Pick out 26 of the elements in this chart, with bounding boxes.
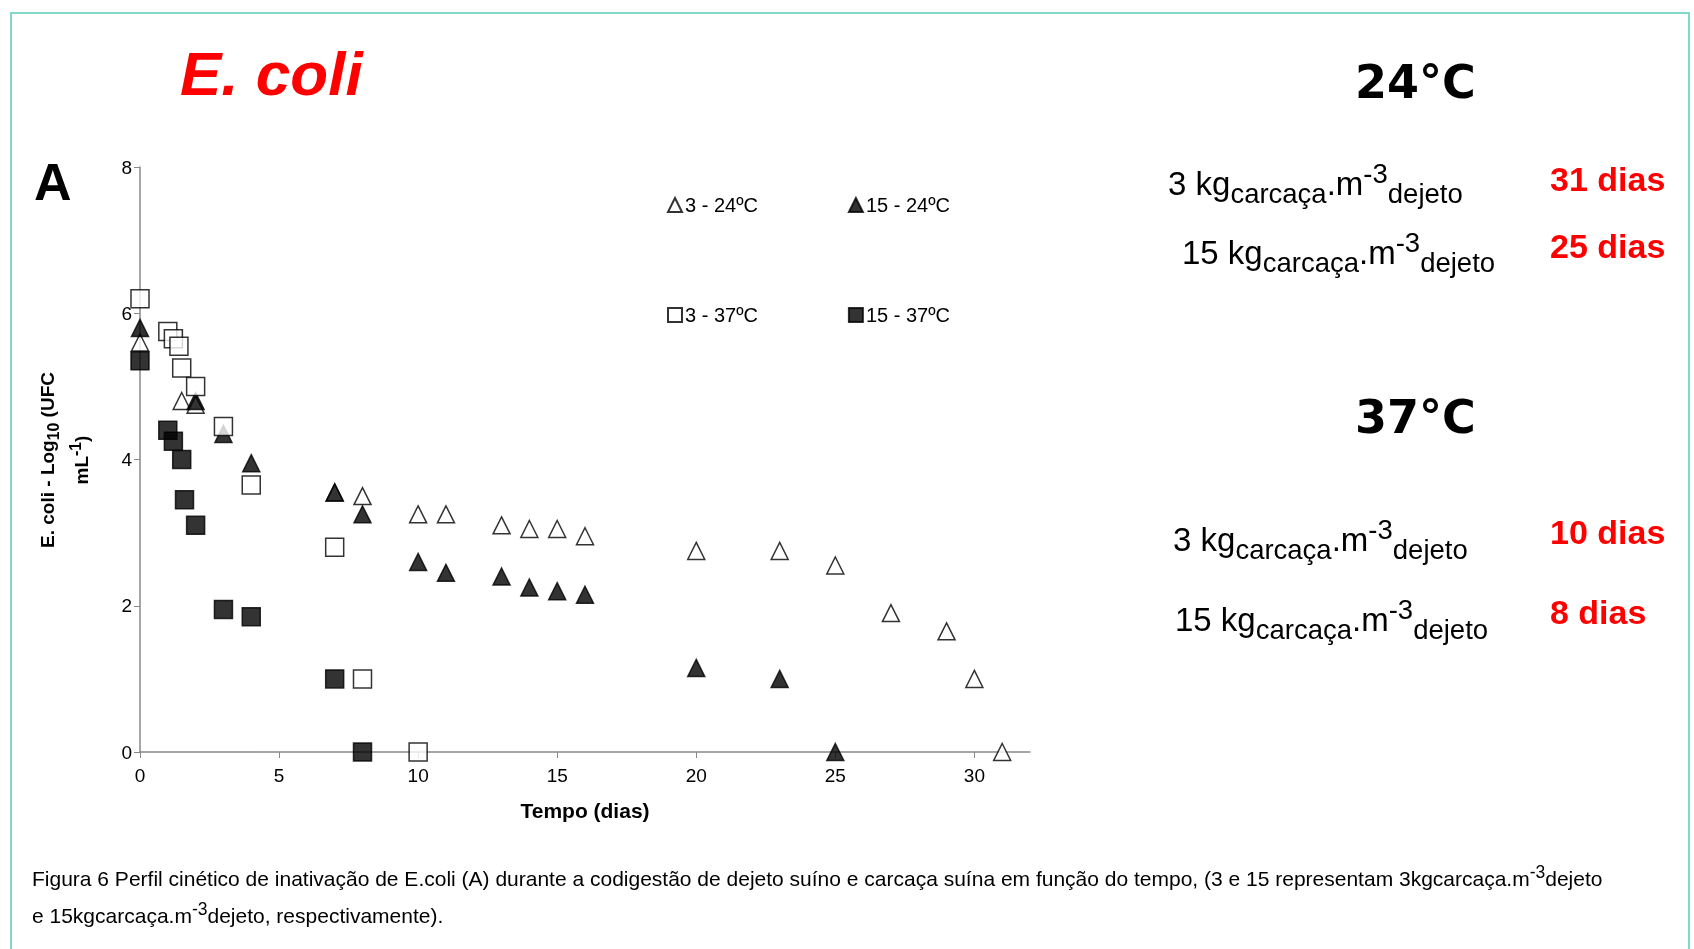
text: 31 dias xyxy=(1550,160,1666,199)
text: 8 dias xyxy=(1550,593,1647,632)
y-tick-label: 4 xyxy=(121,449,133,470)
x-tick-label: 15 xyxy=(546,765,568,786)
y-tick-label: 6 xyxy=(121,302,132,324)
legend-label: 3 - 37ºC xyxy=(685,304,758,326)
x-axis-title: Tempo (dias) xyxy=(520,799,650,822)
y-tick-label: 0 xyxy=(121,741,132,763)
chart-title: E. coli xyxy=(180,38,363,109)
text: 10 dias xyxy=(1550,513,1666,552)
x-tick-label: 5 xyxy=(273,765,285,786)
x-tick-label: 0 xyxy=(134,765,146,786)
text: 24°C xyxy=(1355,55,1476,109)
y-tick-label: 2 xyxy=(121,595,132,617)
y-tick-label: 8 xyxy=(121,156,132,178)
x-tick-label: 25 xyxy=(824,765,846,786)
legend-label: 3 - 24ºC xyxy=(685,194,758,216)
text: A xyxy=(34,152,72,212)
text: Figura 6 Perfil cinético de inativação de E.coli (A) durante a codigestão de dejeto suíno e carcaça suína em função do tempo, (3 e 15 representam 3kgcarcaça.m$^{-3}$dejeto e 15kgcarcaça.m$^{-3}$dejeto, respectivamente). xyxy=(32,862,1603,927)
text: 25 dias xyxy=(1550,227,1666,266)
x-tick-label: 10 xyxy=(407,765,429,786)
text: 37°C xyxy=(1355,390,1476,444)
x-tick-label: 20 xyxy=(685,765,707,786)
legend-label: 15 - 37ºC xyxy=(865,304,950,326)
legend-label: 15 - 24ºC xyxy=(865,194,950,216)
x-tick-label: 30 xyxy=(963,765,985,786)
